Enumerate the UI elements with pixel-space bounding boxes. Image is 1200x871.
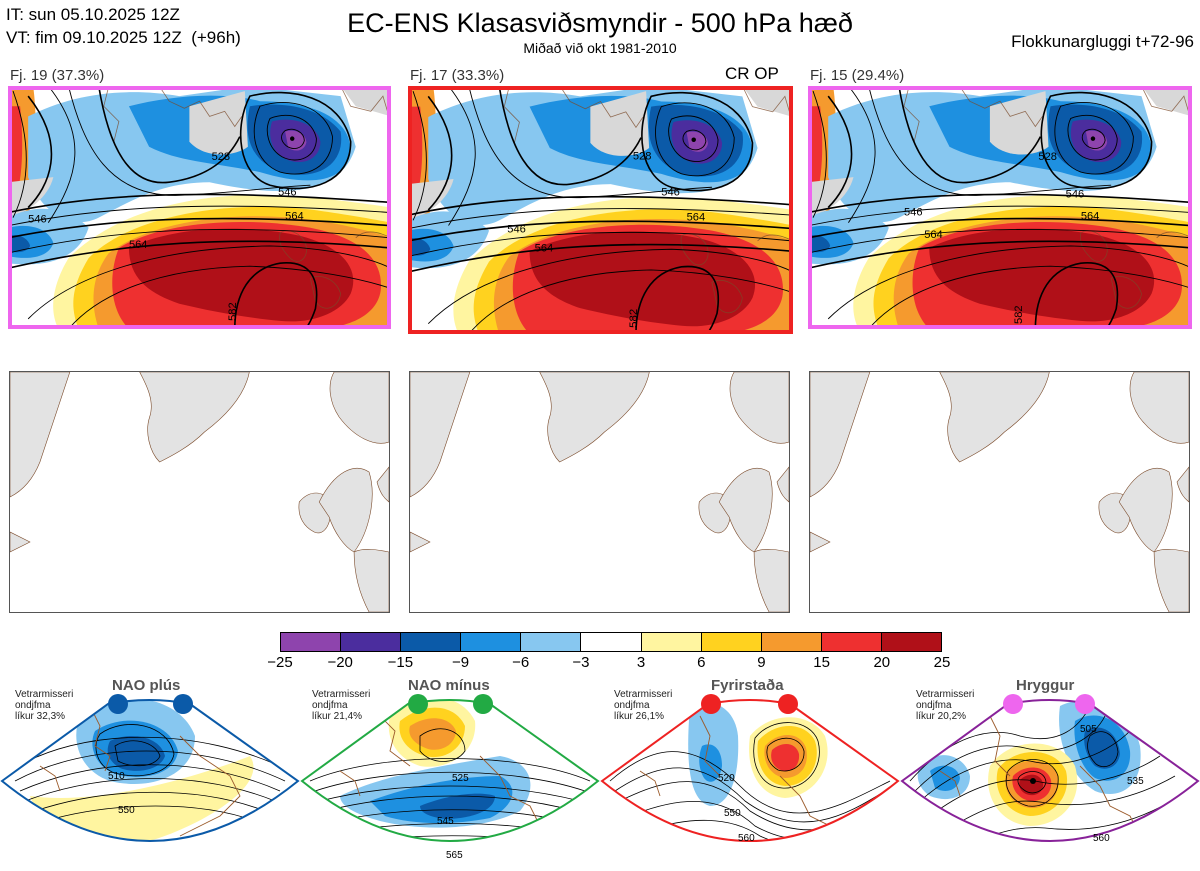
cluster-1-contour-564-b: 564 — [129, 239, 148, 251]
cluster-2-map: 528 546 546 564 564 582 — [408, 86, 793, 334]
cluster-3-map: 528 546 546 564 564 582 — [808, 86, 1192, 329]
cluster-2-contour-546-b: 546 — [507, 224, 526, 236]
cluster-2-contour-546-a: 546 — [661, 186, 680, 198]
cluster-2-label: Fj. 17 (33.3%) — [410, 67, 505, 84]
regime-4-note-line-3: líkur 20,2% — [916, 711, 967, 722]
cluster-1-contour-546-b: 546 — [28, 214, 47, 226]
regime-2-contour-565: 565 — [446, 850, 463, 861]
cluster-3-contour-564-b: 564 — [924, 229, 943, 241]
regime-3-note-line-3: líkur 26,1% — [614, 711, 665, 722]
colorbar-tick-label: 9 — [757, 654, 766, 671]
regime-1-note-line-1: Vetrarmisseri — [15, 689, 74, 700]
regime-2-note-line-3: líkur 21,4% — [312, 711, 363, 722]
colorbar-tick-label: −20 — [327, 654, 353, 671]
colorbar-tick-label: −15 — [387, 654, 414, 671]
colorbar-segment — [641, 633, 702, 651]
cluster-1-contour-546-a: 546 — [278, 186, 297, 198]
cluster-3-contour-564-a: 564 — [1081, 211, 1100, 223]
regime-1-note-line-2: ondjfma — [15, 700, 51, 711]
colorbar-tick-label: −9 — [451, 654, 470, 671]
blank-map-1 — [9, 371, 390, 613]
cluster-3-contour-546-b: 546 — [904, 207, 923, 219]
regime-3-note: Vetrarmisseri ondjfma líkur 26,1% — [614, 689, 672, 722]
colorbar-tick-labels: −25 −20 −15 −9 −6 −3 3 6 9 15 20 25 — [267, 654, 950, 674]
colorbar-tick-label: −6 — [512, 654, 530, 671]
regime-3-title: Fyrirstaða — [711, 677, 784, 694]
regime-4-note-line-1: Vetrarmisseri — [916, 689, 975, 700]
colorbar-segment — [821, 633, 882, 651]
regime-4-title: Hryggur — [1016, 677, 1075, 694]
cluster-2-tag: CR OP — [725, 64, 779, 83]
blank-map-3 — [809, 371, 1190, 613]
colorbar-segment — [761, 633, 822, 651]
anomaly-colorbar — [280, 632, 942, 652]
page-title: EC-ENS Klasasviðsmyndir - 500 hPa hæð — [347, 8, 853, 38]
colorbar-segment — [341, 633, 402, 651]
valid-time-label: VT: fim 09.10.2025 12Z (+96h) — [6, 28, 241, 47]
regime-1-note: Vetrarmisseri ondjfma líkur 32,3% — [15, 689, 73, 722]
regime-1-note-line-3: líkur 32,3% — [15, 711, 66, 722]
regime-2-note-line-2: ondjfma — [312, 700, 348, 711]
cluster-3-contour-582: 582 — [1013, 305, 1025, 324]
regime-2-note: Vetrarmisseri ondjfma líkur 21,4% — [312, 689, 370, 722]
regime-1-contour-550: 550 — [118, 805, 135, 816]
regime-4-contour-535: 535 — [1127, 776, 1144, 787]
colorbar-tick-label: 6 — [697, 654, 706, 671]
regime-1-contour-510: 510 — [108, 771, 125, 782]
colorbar-tick-label: 25 — [933, 654, 951, 671]
classification-window-label: Flokkunargluggi t+72-96 — [1011, 32, 1194, 51]
colorbar-tick-label: −25 — [267, 654, 293, 671]
blank-map-2 — [409, 371, 790, 613]
colorbar-segment — [281, 633, 342, 651]
colorbar-tick-label: 20 — [873, 654, 891, 671]
regime-2-contour-545: 545 — [437, 816, 454, 827]
regime-2-note-line-1: Vetrarmisseri — [312, 689, 371, 700]
page-subtitle: Miðað við okt 1981-2010 — [523, 40, 677, 56]
cluster-1-contour-528: 528 — [212, 151, 231, 163]
colorbar-segment — [401, 633, 462, 651]
regime-3-contour-550: 550 — [724, 808, 741, 819]
cluster-1-frame — [8, 86, 391, 329]
cluster-3-contour-546-a: 546 — [1066, 188, 1085, 200]
colorbar-tick-label: −3 — [572, 654, 590, 671]
init-time-label: IT: sun 05.10.2025 12Z — [6, 5, 180, 24]
regime-3-note-line-1: Vetrarmisseri — [614, 689, 673, 700]
colorbar-segment — [881, 633, 942, 651]
cluster-3-contour-528: 528 — [1038, 151, 1057, 163]
regime-3-note-line-2: ondjfma — [614, 700, 650, 711]
cluster-2-contour-528: 528 — [633, 150, 652, 162]
regime-4-note: Vetrarmisseri ondjfma líkur 20,2% — [916, 689, 974, 722]
colorbar-segment — [581, 633, 642, 651]
regime-2-title: NAO mínus — [408, 677, 490, 694]
cluster-3-label: Fj. 15 (29.4%) — [810, 67, 905, 84]
regime-2-contour-525: 525 — [452, 773, 469, 784]
cluster-1-contour-582: 582 — [227, 302, 239, 321]
colorbar-tick-label: 15 — [813, 654, 830, 671]
cluster-1-map: 528 546 546 564 564 582 — [8, 86, 391, 329]
regime-1-title: NAO plús — [112, 677, 181, 694]
cluster-2-frame — [408, 86, 793, 334]
regime-3-contour-560: 560 — [738, 833, 755, 844]
colorbar-segment — [521, 633, 582, 651]
regime-4-contour-560: 560 — [1093, 833, 1110, 844]
cluster-2-contour-582: 582 — [628, 309, 640, 328]
regime-3-contour-520: 520 — [718, 773, 735, 784]
cluster-2-contour-564-b: 564 — [535, 242, 554, 254]
cluster-2-contour-564-a: 564 — [687, 211, 706, 223]
colorbar-tick-label: 3 — [636, 654, 646, 671]
regime-4-contour-505: 505 — [1080, 724, 1097, 735]
regime-panels: 510 550 525 545 565 — [0, 694, 1200, 861]
cluster-1-contour-564-a: 564 — [285, 211, 304, 223]
cluster-1-label: Fj. 19 (37.3%) — [10, 67, 105, 84]
regime-4-note-line-2: ondjfma — [916, 700, 952, 711]
colorbar-segment — [461, 633, 522, 651]
colorbar-segment — [701, 633, 762, 651]
cluster-3-frame — [808, 86, 1192, 329]
